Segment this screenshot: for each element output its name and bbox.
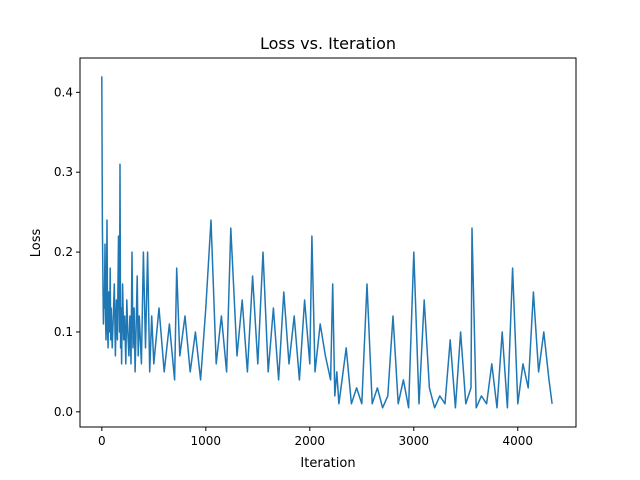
y-tick-label: 0.1 <box>54 325 73 339</box>
axes-frame <box>79 57 577 428</box>
chart-title: Loss vs. Iteration <box>260 34 396 53</box>
y-axis-label: Loss <box>29 229 44 258</box>
x-tick-label: 0 <box>98 434 106 448</box>
plot-area <box>101 76 553 409</box>
y-tick-label: 0.2 <box>54 245 73 259</box>
x-tick-label: 3000 <box>399 434 430 448</box>
y-tick-label: 0.3 <box>54 165 73 179</box>
x-tick-label: 1000 <box>191 434 222 448</box>
x-tick-label: 2000 <box>295 434 326 448</box>
loss-series-line <box>101 76 553 409</box>
y-tick-label: 0.4 <box>54 85 73 99</box>
x-axis-label: Iteration <box>300 456 355 471</box>
x-axis: 0 1000 2000 3000 4000 <box>98 427 533 448</box>
x-tick-label: 4000 <box>502 434 533 448</box>
y-tick-label: 0.0 <box>54 405 73 419</box>
y-axis: 0.0 0.1 0.2 0.3 0.4 <box>54 85 80 419</box>
